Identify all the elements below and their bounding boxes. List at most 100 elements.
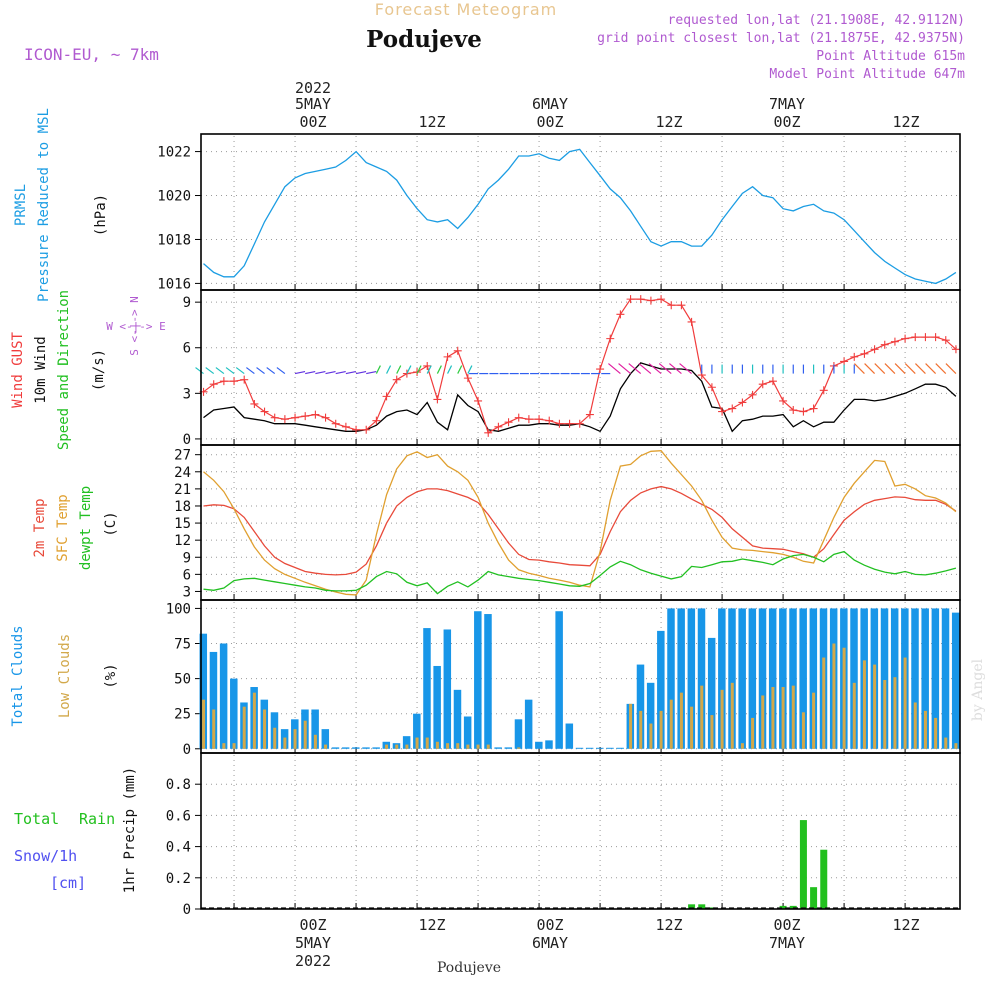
- requested-coords: requested lon,lat (21.1908E, 42.9112N): [668, 13, 965, 28]
- wind-gust-marker: [372, 416, 381, 425]
- wind-gust-marker: [779, 396, 788, 405]
- wind-gust-marker: [494, 422, 503, 431]
- top-hour-label: 00Z: [299, 113, 326, 131]
- wind-direction-arrow: [426, 365, 432, 374]
- wind-gust-marker: [951, 345, 960, 354]
- low-clouds-bar: [822, 657, 826, 749]
- prmsl-y-tick-label: 1022: [157, 145, 191, 161]
- temperature-y-tick-label: 6: [183, 567, 191, 583]
- total-clouds-bar: [341, 747, 350, 749]
- total-clouds-bar: [596, 747, 604, 749]
- low-clouds-bar: [893, 677, 897, 749]
- low-clouds-bar: [883, 680, 887, 749]
- low-clouds-bar: [456, 743, 460, 749]
- low-clouds-bar: [517, 747, 521, 749]
- total-clouds-bar: [697, 608, 706, 749]
- wind-gust-marker: [921, 333, 930, 342]
- low-clouds-bar: [649, 723, 653, 749]
- total-clouds-bar: [646, 682, 655, 749]
- precip-axis-label: 1hr Precip (mm): [122, 767, 138, 893]
- wind-gust-marker: [270, 413, 279, 422]
- point-altitude: Point Altitude 615m: [816, 49, 965, 64]
- wind-gust-marker: [677, 301, 686, 310]
- gridpoint-coords: grid point closest lon,lat (21.1875E, 42…: [597, 31, 965, 46]
- total-clouds-bar: [941, 608, 950, 749]
- low-clouds-bar: [385, 744, 389, 749]
- prmsl-title: PRMSL: [13, 184, 29, 226]
- low-clouds-bar: [283, 737, 287, 749]
- total-clouds-bar: [311, 709, 319, 749]
- prmsl-y-tick-label: 1020: [157, 189, 191, 205]
- low-clouds-bar: [913, 702, 917, 749]
- wind-direction-arrow: [305, 370, 316, 375]
- wind-gust-marker: [209, 380, 218, 389]
- wind-10m-label: 10m Wind: [33, 336, 49, 403]
- total-clouds-bar: [565, 723, 574, 749]
- wind-gust-marker: [870, 345, 879, 354]
- wind-direction-arrow: [375, 365, 381, 374]
- total-clouds-bar: [463, 716, 472, 749]
- total-clouds-bar: [504, 747, 513, 749]
- wind-y-tick-label: 3: [183, 386, 191, 402]
- top-hour-label: 00Z: [773, 113, 800, 131]
- wind-gust-marker: [931, 333, 940, 342]
- total-clouds-bar: [230, 678, 238, 749]
- compass-we: W <-|-> E: [106, 320, 166, 333]
- clouds-y-tick-label: 100: [166, 601, 191, 617]
- wind-direction-arrow: [315, 370, 326, 375]
- wind-y-tick-label: 6: [183, 341, 191, 357]
- wind-gust-marker: [596, 365, 605, 374]
- wind-gust-marker: [362, 425, 371, 434]
- low-clouds-bar: [425, 737, 429, 749]
- wind-gust-marker: [799, 407, 808, 416]
- wind-gust-marker: [941, 336, 950, 345]
- snow-label: Snow/1h: [14, 847, 77, 865]
- total-clouds-bar: [718, 608, 726, 749]
- low-clouds-bar: [263, 709, 267, 749]
- low-clouds-bar: [324, 744, 328, 749]
- bottom-hour-label: 12Z: [655, 916, 682, 934]
- wind-direction-arrow: [266, 367, 276, 375]
- low-clouds-bar: [273, 727, 277, 749]
- low-clouds-bar: [669, 699, 673, 749]
- wind-gust-marker: [433, 395, 442, 404]
- wind-gust-marker: [890, 337, 899, 346]
- bottom-year-label: 2022: [295, 952, 331, 970]
- wind-gust-marker: [524, 415, 533, 424]
- temperature-y-tick-label: 24: [174, 465, 191, 481]
- low-clouds-bar: [944, 737, 948, 749]
- low-clouds-bar: [923, 710, 927, 749]
- total-clouds-bar: [545, 740, 553, 749]
- wind-direction-arrow: [225, 367, 235, 375]
- temperature-y-tick-label: 27: [174, 448, 191, 464]
- bottom-day-label: 7MAY: [769, 934, 805, 952]
- total-clouds-bar: [850, 608, 858, 749]
- low-clouds-bar: [466, 744, 470, 749]
- wind-direction-arrow: [874, 363, 886, 375]
- wind-direction-arrow: [276, 367, 286, 375]
- wind-gust-marker: [453, 346, 462, 355]
- top-year-label: 2022: [295, 79, 331, 97]
- rain-bar: [779, 905, 787, 909]
- temp-dewpt-label: dewpt Temp: [78, 486, 94, 570]
- wind-gust-marker: [382, 392, 391, 401]
- total-clouds-bar: [362, 747, 370, 749]
- clouds-y-tick-label: 25: [174, 707, 191, 723]
- prmsl-y-tick-label: 1016: [157, 276, 191, 292]
- wind-gust-marker: [880, 340, 889, 349]
- wind-direction-arrow: [386, 365, 392, 374]
- wind-direction-arrow: [246, 367, 255, 375]
- wind-gust-marker: [331, 419, 340, 428]
- precip-y-tick-label: 0: [183, 902, 191, 918]
- total-clouds-bar: [372, 747, 380, 749]
- temp-2m-label: 2m Temp: [32, 498, 48, 557]
- low-clouds-bar: [659, 710, 663, 749]
- wind-direction-arrow: [864, 363, 876, 375]
- wind-gust-marker: [463, 374, 472, 383]
- low-clouds-bar: [842, 647, 846, 749]
- wind-gust-marker: [911, 333, 920, 342]
- wind-gust-marker: [423, 361, 432, 370]
- low-clouds-bar: [720, 689, 724, 749]
- low-clouds-bar: [679, 692, 683, 749]
- wind-gust-marker: [565, 419, 574, 428]
